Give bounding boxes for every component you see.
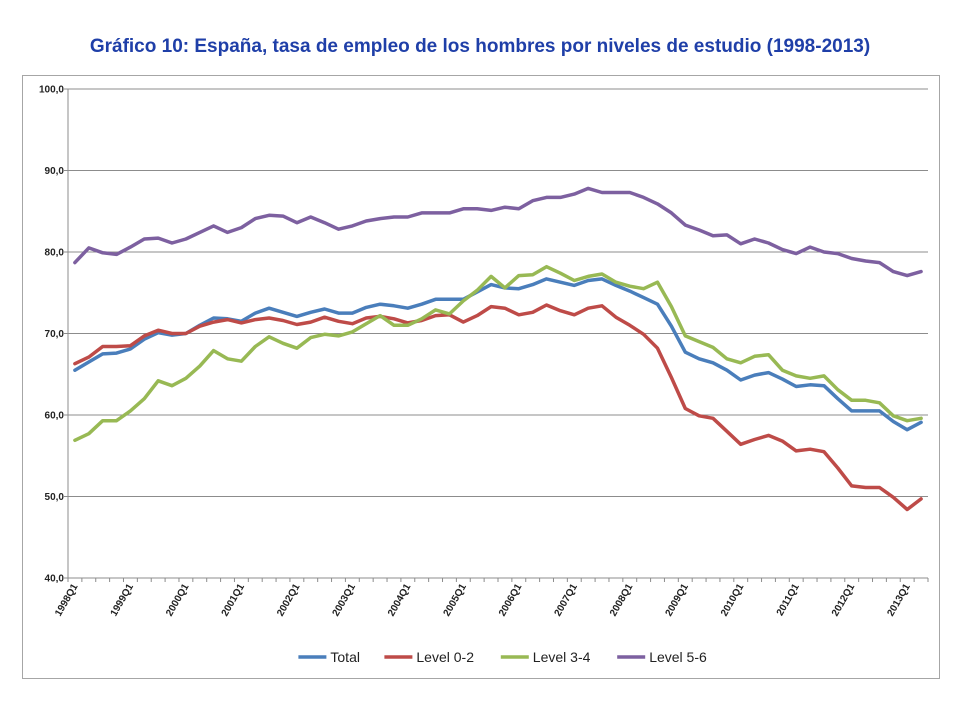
x-tick-label: 2013Q1	[885, 582, 913, 619]
x-tick-label: 2006Q1	[497, 582, 525, 619]
series-line-level-0-2	[73, 303, 923, 512]
x-tick-label: 2003Q1	[331, 582, 359, 619]
x-tick-label: 2009Q1	[664, 582, 692, 619]
legend-label: Level 0-2	[416, 649, 474, 665]
y-tick-label: 70,0	[45, 329, 65, 340]
y-tick-label: 60,0	[45, 411, 65, 422]
y-tick-label: 50,0	[45, 492, 65, 503]
y-tick-label: 100,0	[39, 85, 64, 96]
x-tick-label: 2005Q1	[442, 582, 470, 619]
x-tick-label: 2007Q1	[553, 582, 581, 619]
y-tick-label: 80,0	[45, 248, 65, 259]
x-tick-label: 2011Q1	[775, 582, 802, 618]
series-line-level-5-6	[73, 186, 923, 278]
x-tick-label: 2008Q1	[608, 582, 636, 619]
legend-item: Level 5-6	[617, 649, 707, 665]
series-line-level-3-4	[73, 264, 923, 443]
legend-item: Total	[298, 649, 360, 665]
y-tick-labels: 100,0 90,0 80,0 70,0 60,0 50,0 40,0	[39, 85, 64, 585]
legend-item: Level 0-2	[384, 649, 474, 665]
x-tick-label: 2002Q1	[275, 582, 303, 619]
legend-item: Level 3-4	[500, 649, 591, 665]
chart-frame	[22, 75, 940, 679]
legend-label: Total	[330, 649, 360, 665]
series-lines	[73, 186, 923, 512]
legend-label: Level 3-4	[533, 649, 591, 665]
x-tick-label: 2004Q1	[386, 582, 414, 619]
gridlines	[68, 88, 928, 579]
x-tick-label: 2000Q1	[164, 582, 192, 619]
chart-title: Gráfico 10: España, tasa de empleo de lo…	[89, 36, 871, 57]
x-tick-label: 1998Q1	[53, 582, 81, 619]
legend: Total Level 0-2 Level 3-4 Level 5-6	[298, 649, 707, 665]
y-tick-label: 90,0	[45, 166, 65, 177]
series-line-total	[73, 277, 923, 432]
y-tick-label: 40,0	[45, 574, 65, 585]
x-tick-label: 2012Q1	[830, 582, 858, 619]
x-tick-labels: 1998Q1 1999Q1 2000Q1 2001Q1 2002Q1 2003Q1 2004…	[53, 582, 913, 619]
x-tick-label: 1999Q1	[109, 582, 137, 619]
x-tick-label: 2001Q1	[220, 582, 248, 619]
x-tick-label: 2010Q1	[719, 582, 747, 619]
axes	[64, 88, 929, 582]
legend-label: Level 5-6	[649, 649, 707, 665]
